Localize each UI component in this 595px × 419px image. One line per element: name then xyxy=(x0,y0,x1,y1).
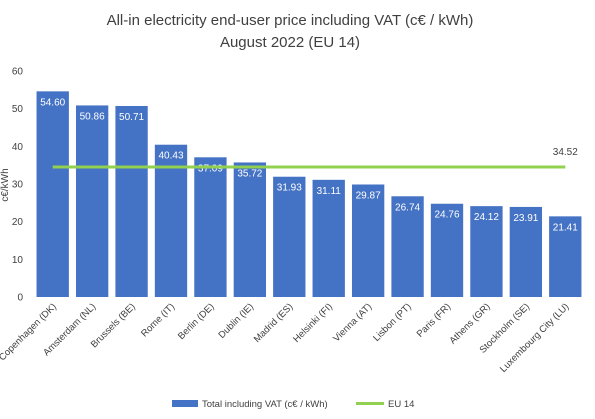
bar-value-label: 54.60 xyxy=(40,97,65,108)
bar-value-label: 26.74 xyxy=(395,202,420,213)
bar xyxy=(115,105,148,297)
bar-value-label: 24.76 xyxy=(434,210,459,221)
eu-average-label: 34.52 xyxy=(553,147,578,158)
y-tick-label: 60 xyxy=(12,67,24,78)
legend-label-line: EU 14 xyxy=(388,399,414,410)
bar-value-label: 35.72 xyxy=(237,168,262,179)
bar xyxy=(233,162,267,297)
bar xyxy=(154,144,188,297)
x-tick-label: Madrid (ES) xyxy=(252,301,296,345)
bar xyxy=(430,203,464,297)
bar-value-label: 21.41 xyxy=(553,222,578,233)
x-axis: Copenhagen (DK)Amsterdam (NL)Brussels (B… xyxy=(0,301,571,374)
x-tick-label: Luxembourg City (LU) xyxy=(498,301,571,374)
bar xyxy=(194,157,227,297)
eu-average-series: 34.52 xyxy=(52,147,578,169)
x-tick-label: Lisbon (PT) xyxy=(371,301,414,344)
chart-title: All-in electricity end-user price includ… xyxy=(107,12,474,29)
bar xyxy=(312,179,345,297)
bar xyxy=(351,184,385,297)
bar xyxy=(273,176,306,297)
bar-value-label: 29.87 xyxy=(356,190,381,201)
x-tick-label: Berlin (DE) xyxy=(176,301,217,342)
bar-value-label: 50.71 xyxy=(119,112,144,123)
bar-value-label: 23.91 xyxy=(513,213,538,224)
chart-subtitle: August 2022 (EU 14) xyxy=(220,34,360,51)
y-tick-label: 10 xyxy=(12,255,24,266)
legend-label-bars: Total including VAT (c€ / kWh) xyxy=(202,399,328,410)
y-tick-label: 50 xyxy=(12,104,24,115)
legend: Total including VAT (c€ / kWh) EU 14 xyxy=(172,399,414,410)
bar-series: 54.60 50.86 50.71 40.43 37.09 35.72 31.93 31.11… xyxy=(36,91,582,297)
y-axis: 0 10 20 30 40 50 60 xyxy=(12,67,24,304)
x-tick-label: Helsinki (FI) xyxy=(291,301,335,345)
bar xyxy=(509,206,543,297)
bar xyxy=(36,91,69,297)
bar xyxy=(75,105,109,297)
y-tick-label: 30 xyxy=(12,180,24,191)
x-tick-label: Vienna (AT) xyxy=(331,301,374,344)
x-tick-label: Dublin (IE) xyxy=(216,301,256,341)
bar xyxy=(470,206,503,297)
y-axis-label: c€/kWh xyxy=(0,168,11,201)
legend-swatch-bars xyxy=(172,400,198,407)
bar-value-label: 24.12 xyxy=(474,212,499,223)
bar-value-label: 37.09 xyxy=(198,163,223,174)
bar-value-label: 40.43 xyxy=(158,151,183,162)
bar-value-label: 31.93 xyxy=(277,183,302,194)
x-tick-label: Rome (IT) xyxy=(139,301,177,339)
bar-value-label: 31.11 xyxy=(317,186,342,197)
x-tick-label: Paris (FR) xyxy=(415,301,453,339)
y-tick-label: 0 xyxy=(17,293,23,304)
bar xyxy=(391,196,424,297)
bar xyxy=(549,216,582,297)
y-tick-label: 40 xyxy=(12,142,24,153)
bar-value-label: 50.86 xyxy=(80,111,105,122)
y-tick-label: 20 xyxy=(12,217,24,228)
